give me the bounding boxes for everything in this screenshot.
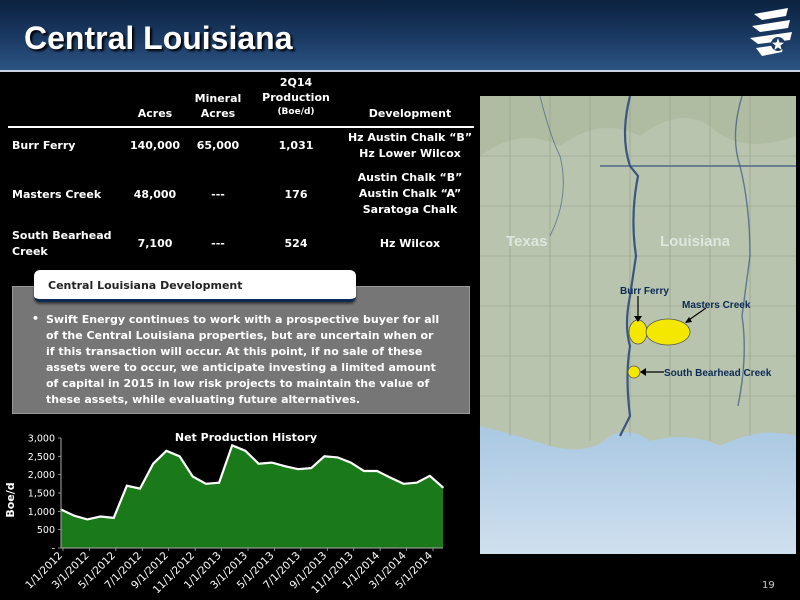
row-mineral: ---	[211, 188, 225, 201]
data-point	[231, 444, 233, 447]
data-point	[350, 461, 352, 464]
data-point	[257, 462, 260, 465]
row-acres: 140,000	[129, 139, 181, 152]
data-point	[310, 467, 313, 469]
gulf-water	[480, 426, 796, 554]
data-point	[165, 450, 168, 452]
data-point	[244, 450, 247, 452]
development-heading: Central Louisiana Development	[48, 279, 243, 292]
development-heading-tab: Central Louisiana Development	[34, 270, 356, 302]
data-point	[99, 515, 102, 518]
masters-creek-field	[645, 318, 691, 346]
data-point	[429, 475, 431, 477]
sabine-river	[619, 96, 640, 437]
data-point	[218, 481, 220, 484]
data-point	[178, 455, 181, 458]
development-box	[12, 286, 470, 414]
y-tick-label: 2,000	[28, 470, 55, 481]
burr-ferry-field	[628, 319, 648, 345]
data-point	[336, 456, 339, 459]
header-acres: Acres	[137, 107, 173, 120]
row-production: 524	[284, 237, 308, 250]
data-point	[139, 487, 141, 490]
slide-title: Central Louisiana	[24, 20, 293, 56]
louisiana-label: Louisiana	[660, 233, 731, 250]
south-bearhead-creek-label: South Bearhead Creek	[664, 368, 772, 379]
row-development: Hz Wilcox	[379, 237, 441, 250]
y-tick-label: 3,000	[28, 434, 55, 445]
row-mineral: ---	[211, 237, 225, 250]
header-divider	[0, 70, 800, 72]
production-line	[60, 443, 444, 521]
row-production: 1,031	[278, 139, 314, 152]
net-production-chart: -5001,0001,5002,0002,5003,0001/1/20123/1…	[4, 431, 444, 596]
header-rule	[8, 126, 474, 128]
row-development: Hz Austin Chalk “B” Hz Lower Wilcox	[347, 131, 473, 160]
y-tick-label: 1,500	[28, 489, 55, 500]
y-tick-label: -	[52, 544, 55, 555]
data-point	[389, 476, 392, 479]
data-point	[271, 461, 273, 464]
data-point	[284, 465, 286, 467]
data-point	[205, 483, 207, 485]
data-point	[323, 455, 326, 458]
header-development: Development	[368, 107, 452, 120]
central-louisiana-map: Texas Louisiana Burr Ferry Masters Creek…	[480, 96, 796, 554]
row-mineral: 65,000	[196, 139, 240, 152]
development-text: Swift Energy continues to work with a pr…	[46, 313, 440, 406]
y-tick-label: 1,000	[28, 507, 55, 518]
y-axis-label: Boe/d	[4, 482, 17, 517]
row-development: Austin Chalk “B” Austin Chalk “A” Sarato…	[357, 171, 463, 216]
y-tick-label: 2,500	[28, 452, 55, 463]
chart-title: Net Production History	[175, 431, 317, 444]
data-point	[442, 486, 444, 489]
row-production: 176	[284, 188, 308, 201]
data-point	[191, 475, 194, 478]
row-name: Masters Creek	[12, 188, 102, 201]
data-point	[73, 514, 75, 517]
bullet-icon: •	[32, 312, 40, 325]
data-point	[415, 481, 418, 484]
burr-ferry-label: Burr Ferry	[620, 286, 669, 297]
data-point	[112, 517, 115, 519]
south-bearhead-creek-field	[627, 365, 641, 379]
data-point	[86, 518, 89, 521]
data-point	[152, 462, 154, 465]
header-production: 2Q14 Production (Boe/d)	[262, 76, 330, 117]
texas-label: Texas	[506, 233, 547, 250]
row-acres: 48,000	[133, 188, 177, 201]
y-tick-label: 500	[37, 525, 55, 536]
data-point	[126, 484, 128, 487]
data-point	[363, 470, 365, 472]
data-point	[376, 470, 378, 472]
swift-energy-logo-icon	[750, 8, 792, 56]
masters-creek-label: Masters Creek	[682, 300, 751, 311]
data-point	[402, 483, 405, 485]
header-mineral-acres: Mineral Acres	[194, 92, 242, 120]
production-area	[61, 445, 443, 548]
page-number: 19	[762, 580, 775, 591]
row-name: Burr Ferry	[12, 139, 76, 152]
row-name: South Bearhead Creek	[12, 229, 112, 258]
data-point	[297, 468, 299, 470]
row-acres: 7,100	[137, 237, 173, 250]
slide-header	[0, 0, 800, 70]
